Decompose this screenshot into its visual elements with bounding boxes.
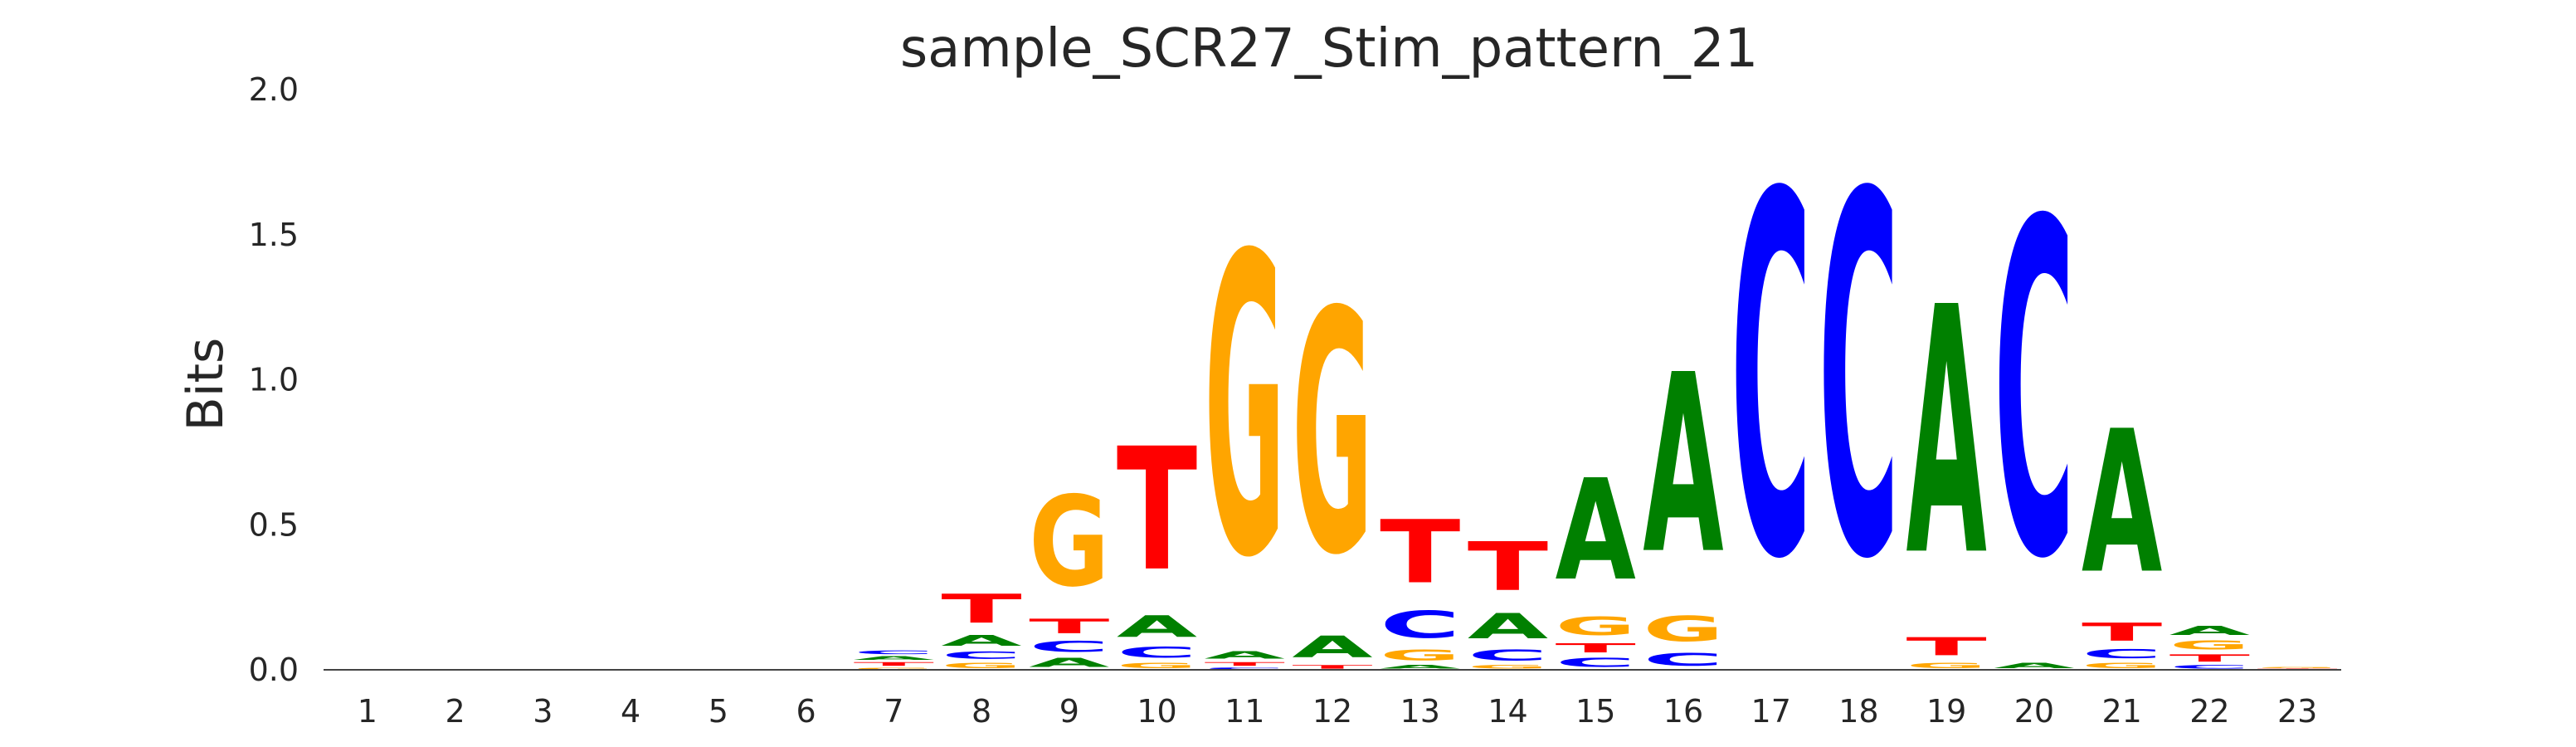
x-tick-label: 22 [2189,693,2229,730]
logo-letter-a: A [1906,237,1988,632]
logo-letter-g: G [2257,667,2337,669]
logo-letter-c: C [1819,91,1899,669]
x-axis-ticks: 1 2 3 4 5 6 7 8 9 10 11 12 13 14 15 16 17 18 19 20 21 22 23 [358,693,2318,730]
chart-title: sample_SCR27_Stim_pattern_21 [900,18,1758,80]
logo-letter-t: T [1029,615,1110,638]
x-tick-label: 7 [884,693,903,730]
x-tick-label: 12 [1312,693,1352,730]
logo-letter-g: G [1643,609,1723,649]
logo-letter-c: C [1643,650,1723,670]
logo-letter-a: A [1380,664,1460,670]
x-tick-label: 19 [1926,693,1966,730]
x-tick-label: 21 [2101,693,2141,730]
logo-letter-c: C [2082,647,2162,661]
logo-letter-a: A [1643,322,1723,608]
logo-letter-a: A [854,656,934,662]
x-tick-label: 16 [1663,693,1703,730]
logo-letter-c: C [854,650,934,656]
logo-letter-a: A [1029,656,1109,670]
logo-letter-c: C [1731,91,1811,669]
logo-letter-g: G [1029,470,1109,614]
x-tick-label: 3 [533,693,553,730]
logo-letter-a: A [1117,609,1198,644]
logo-letter-t: T [1906,632,1987,662]
logo-letter-a: A [1994,662,2074,670]
x-tick-label: 20 [2014,693,2054,730]
x-tick-label: 13 [1400,693,1440,730]
logo-letter-g: G [1906,662,1987,670]
logo-letter-a: A [2169,623,2250,637]
logo-letter-c: C [1205,667,1285,670]
logo-letter-a: A [1468,607,1549,647]
x-tick-label: 18 [1838,693,1878,730]
logo-letter-g: G [1468,664,1548,670]
x-tick-label: 1 [358,693,377,730]
logo-letter-c: C [1556,656,1636,670]
y-axis-ticks: 0.0 0.5 1.0 1.5 2.0 [249,71,299,688]
logo-letter-g: G [1292,241,1372,627]
logo-letter-g: G [1380,647,1460,664]
x-tick-label: 15 [1575,693,1615,730]
x-tick-label: 14 [1488,693,1527,730]
x-tick-label: 2 [446,693,465,730]
x-tick-label: 8 [971,693,991,730]
logo-letter-t: T [1292,664,1372,670]
logo-letter-t: T [2169,652,2250,664]
logo-letter-g: G [2169,638,2250,652]
x-tick-label: 10 [1137,693,1176,730]
logo-letter-g: G [2082,662,2162,670]
logo-letter-t: T [941,586,1021,632]
x-tick-label: 5 [709,693,728,730]
y-tick-label: 2.0 [249,71,299,108]
logo-letter-a: A [1292,629,1373,664]
logo-letter-g: G [1117,662,1197,670]
logo-letter-c: C [1994,125,2074,660]
logo-letter-a: A [2082,389,2162,618]
y-tick-label: 0.0 [249,652,299,688]
logo-letter-c: C [941,650,1021,662]
logo-letter-t: T [1468,528,1548,606]
y-tick-label: 0.5 [249,506,299,543]
logo-letter-c: C [1468,647,1548,664]
logo-letter-t: T [1556,641,1636,655]
y-tick-label: 1.5 [249,217,299,253]
logo-letter-g: G [854,667,934,670]
logo-letter-g: G [1556,613,1636,642]
y-tick-label: 1.0 [249,362,299,398]
logo-letter-a: A [1556,450,1636,611]
logo-letter-g: G [941,662,1021,670]
x-tick-label: 17 [1751,693,1791,730]
logo-letter-c: C [2169,664,2250,670]
logo-letter-t: T [854,662,934,667]
x-tick-label: 6 [796,693,816,730]
x-tick-label: 9 [1059,693,1079,730]
logo-letter-a: A [1205,650,1285,662]
logo-letter-t: T [1205,662,1285,667]
logo-letter-t: T [1117,413,1197,608]
x-tick-label: 23 [2277,693,2317,730]
logo-letter-c: C [1029,638,1109,656]
logo-letter-c: C [1380,603,1460,647]
logo-letter-t: T [2082,618,2162,647]
x-tick-label: 4 [621,693,640,730]
logo-letter-t: T [1380,502,1460,603]
x-tick-label: 11 [1225,693,1264,730]
y-axis-label: Bits [177,338,235,432]
logo-letter-g: G [1205,169,1285,649]
logo-letter-c: C [1117,644,1197,662]
logo-letter-a: A [941,632,1022,650]
